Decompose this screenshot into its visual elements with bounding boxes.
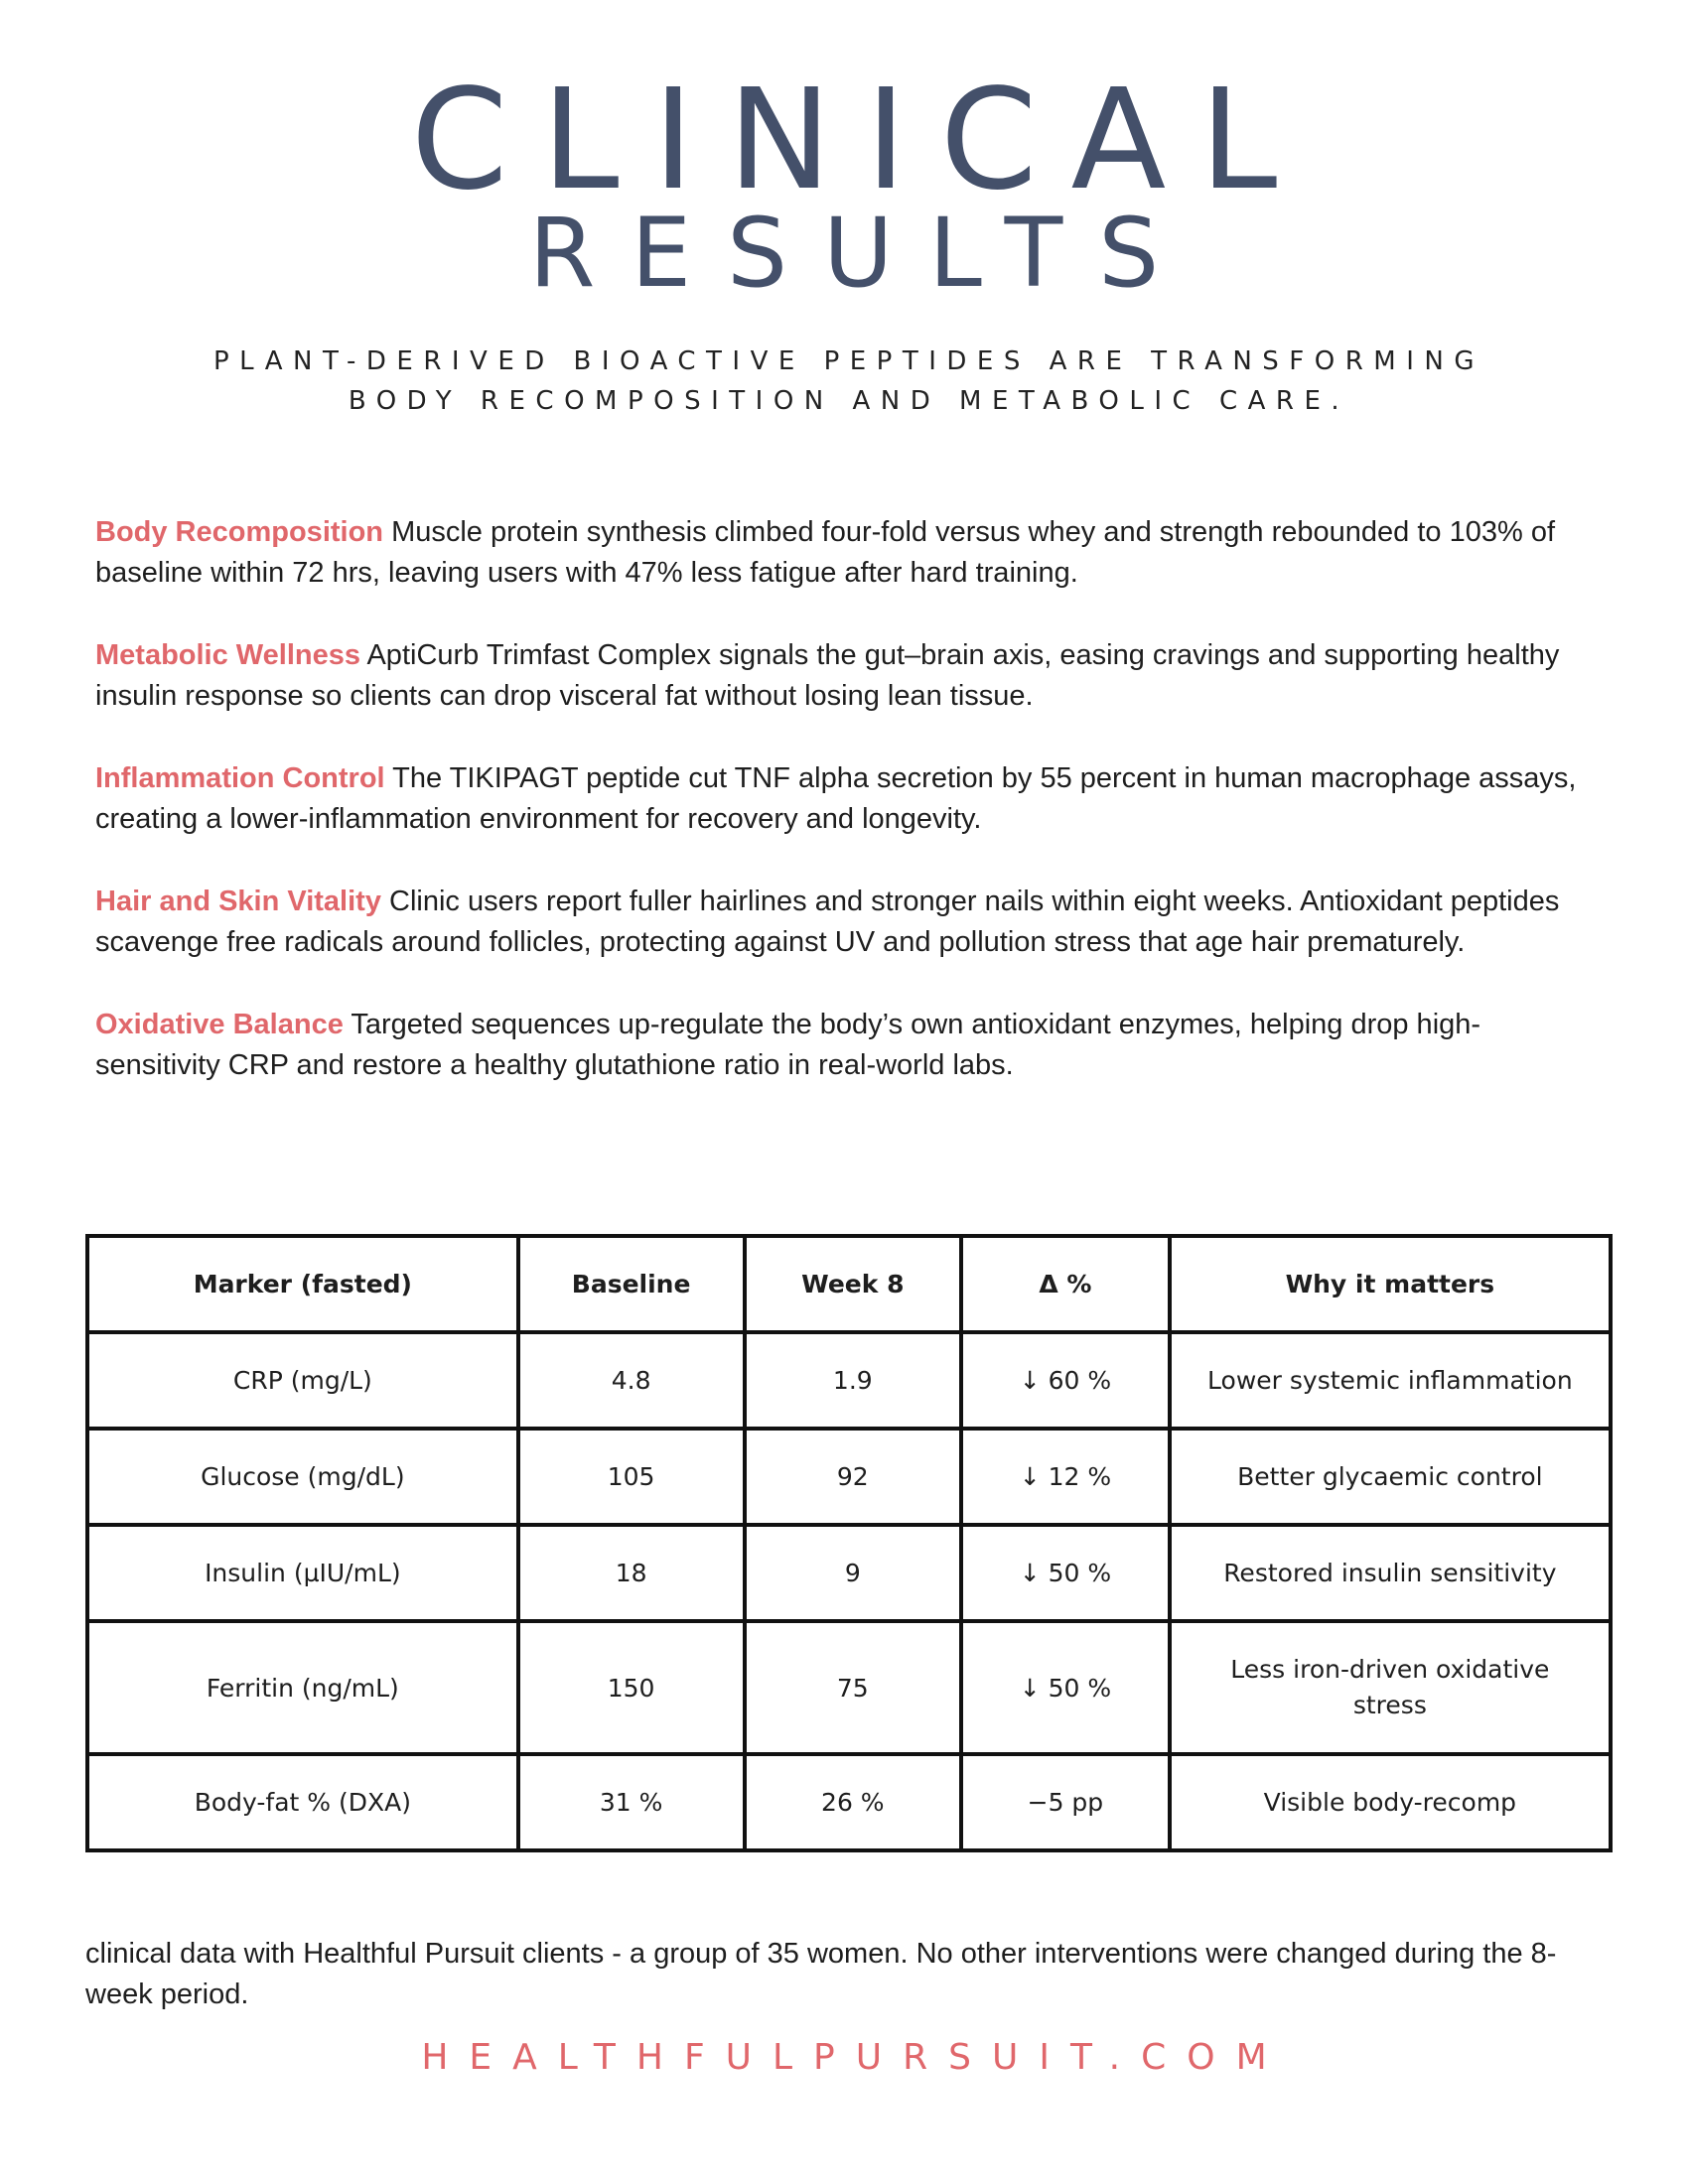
table-cell: ↓ 60 % [959,1330,1172,1431]
section-text: Clinic users report fuller hairlines and… [95,886,1560,958]
section-heading: Hair and Skin Vitality [95,886,381,917]
column-header: Why it matters [1167,1234,1614,1334]
website: HEALTHFULPURSUIT.COM [421,2037,1288,2078]
section-heading: Oxidative Balance [95,1009,344,1040]
table-cell: −5 pp [959,1752,1172,1852]
table-cell: 31 % [515,1752,747,1852]
table-row: Insulin (µIU/mL) 18 9 ↓ 50 % Restored insuli… [85,1523,1614,1623]
footnote: clinical data with Healthful Pursuit cli… [85,1938,1557,2010]
table-cell: 4.8 [515,1330,747,1431]
tagline: PLANT-DERIVED BIOACTIVE PEPTIDES ARE TRA… [213,346,1484,376]
table-cell: Visible body-recomp [1167,1752,1614,1852]
section-heading: Body Recomposition [95,516,384,548]
table-cell: ↓ 50 % [959,1523,1172,1623]
section: Hair and Skin Vitality Clinic users repo… [95,882,1595,963]
table-cell: 92 [742,1427,964,1527]
table-cell: Less iron-driven oxidative stress [1167,1619,1614,1756]
table-row: Ferritin (ng/mL) 150 75 ↓ 50 % Less iron-dri… [85,1619,1614,1756]
section-heading: Metabolic Wellness [95,639,360,671]
tagline: BODY RECOMPOSITION AND METABOLIC CARE. [348,386,1350,416]
section: Body Recomposition Muscle protein synthe… [95,512,1595,594]
section: Oxidative Balance Targeted sequences up-… [95,1005,1595,1086]
section-heading: Inflammation Control [95,762,385,794]
column-header: Week 8 [742,1234,964,1334]
table-cell: Ferritin (ng/mL) [85,1619,520,1756]
section-text: AptiCurb Trimfast Complex signals the gu… [95,639,1560,712]
table-cell: 18 [515,1523,747,1623]
section-text: Targeted sequences up-regulate the body’… [95,1009,1481,1081]
table-cell: Lower systemic inflammation [1167,1330,1614,1431]
table-cell: ↓ 12 % [959,1427,1172,1527]
section-text: The TIKIPAGT peptide cut TNF alpha secre… [95,762,1577,835]
table-cell: Restored insulin sensitivity [1167,1523,1614,1623]
table-cell: ↓ 50 % [959,1619,1172,1756]
table-cell: 105 [515,1427,747,1527]
column-header: Baseline [515,1234,747,1334]
table-cell: Glucose (mg/dL) [85,1427,520,1527]
table-cell: CRP (mg/L) [85,1330,520,1431]
subtitle: RESULTS [528,198,1196,309]
table-cell: 75 [742,1619,964,1756]
table-cell: Insulin (µIU/mL) [85,1523,520,1623]
title: CLINICAL [410,60,1312,221]
table-row: Body-fat % (DXA) 31 % 26 % −5 pp Visible bod… [85,1752,1614,1852]
section: Inflammation Control The TIKIPAGT peptid… [95,758,1595,840]
table-cell: 26 % [742,1752,964,1852]
table-cell: 150 [515,1619,747,1756]
column-header: Marker (fasted) [85,1234,520,1334]
table-cell: Body-fat % (DXA) [85,1752,520,1852]
sections: Body Recomposition Muscle protein synthe… [95,512,1595,1128]
section: Metabolic Wellness AptiCurb Trimfast Com… [95,635,1595,717]
table-cell: 9 [742,1523,964,1623]
section-text: Muscle protein synthesis climbed four-fo… [95,516,1556,589]
table-cell: 1.9 [742,1330,964,1431]
table-row: CRP (mg/L) 4.8 1.9 ↓ 60 % Lower systemic inf… [85,1330,1614,1431]
column-header: Δ % [959,1234,1172,1334]
table-row: Glucose (mg/dL) 105 92 ↓ 12 % Better glycaem… [85,1427,1614,1527]
table-cell: Better glycaemic control [1167,1427,1614,1527]
